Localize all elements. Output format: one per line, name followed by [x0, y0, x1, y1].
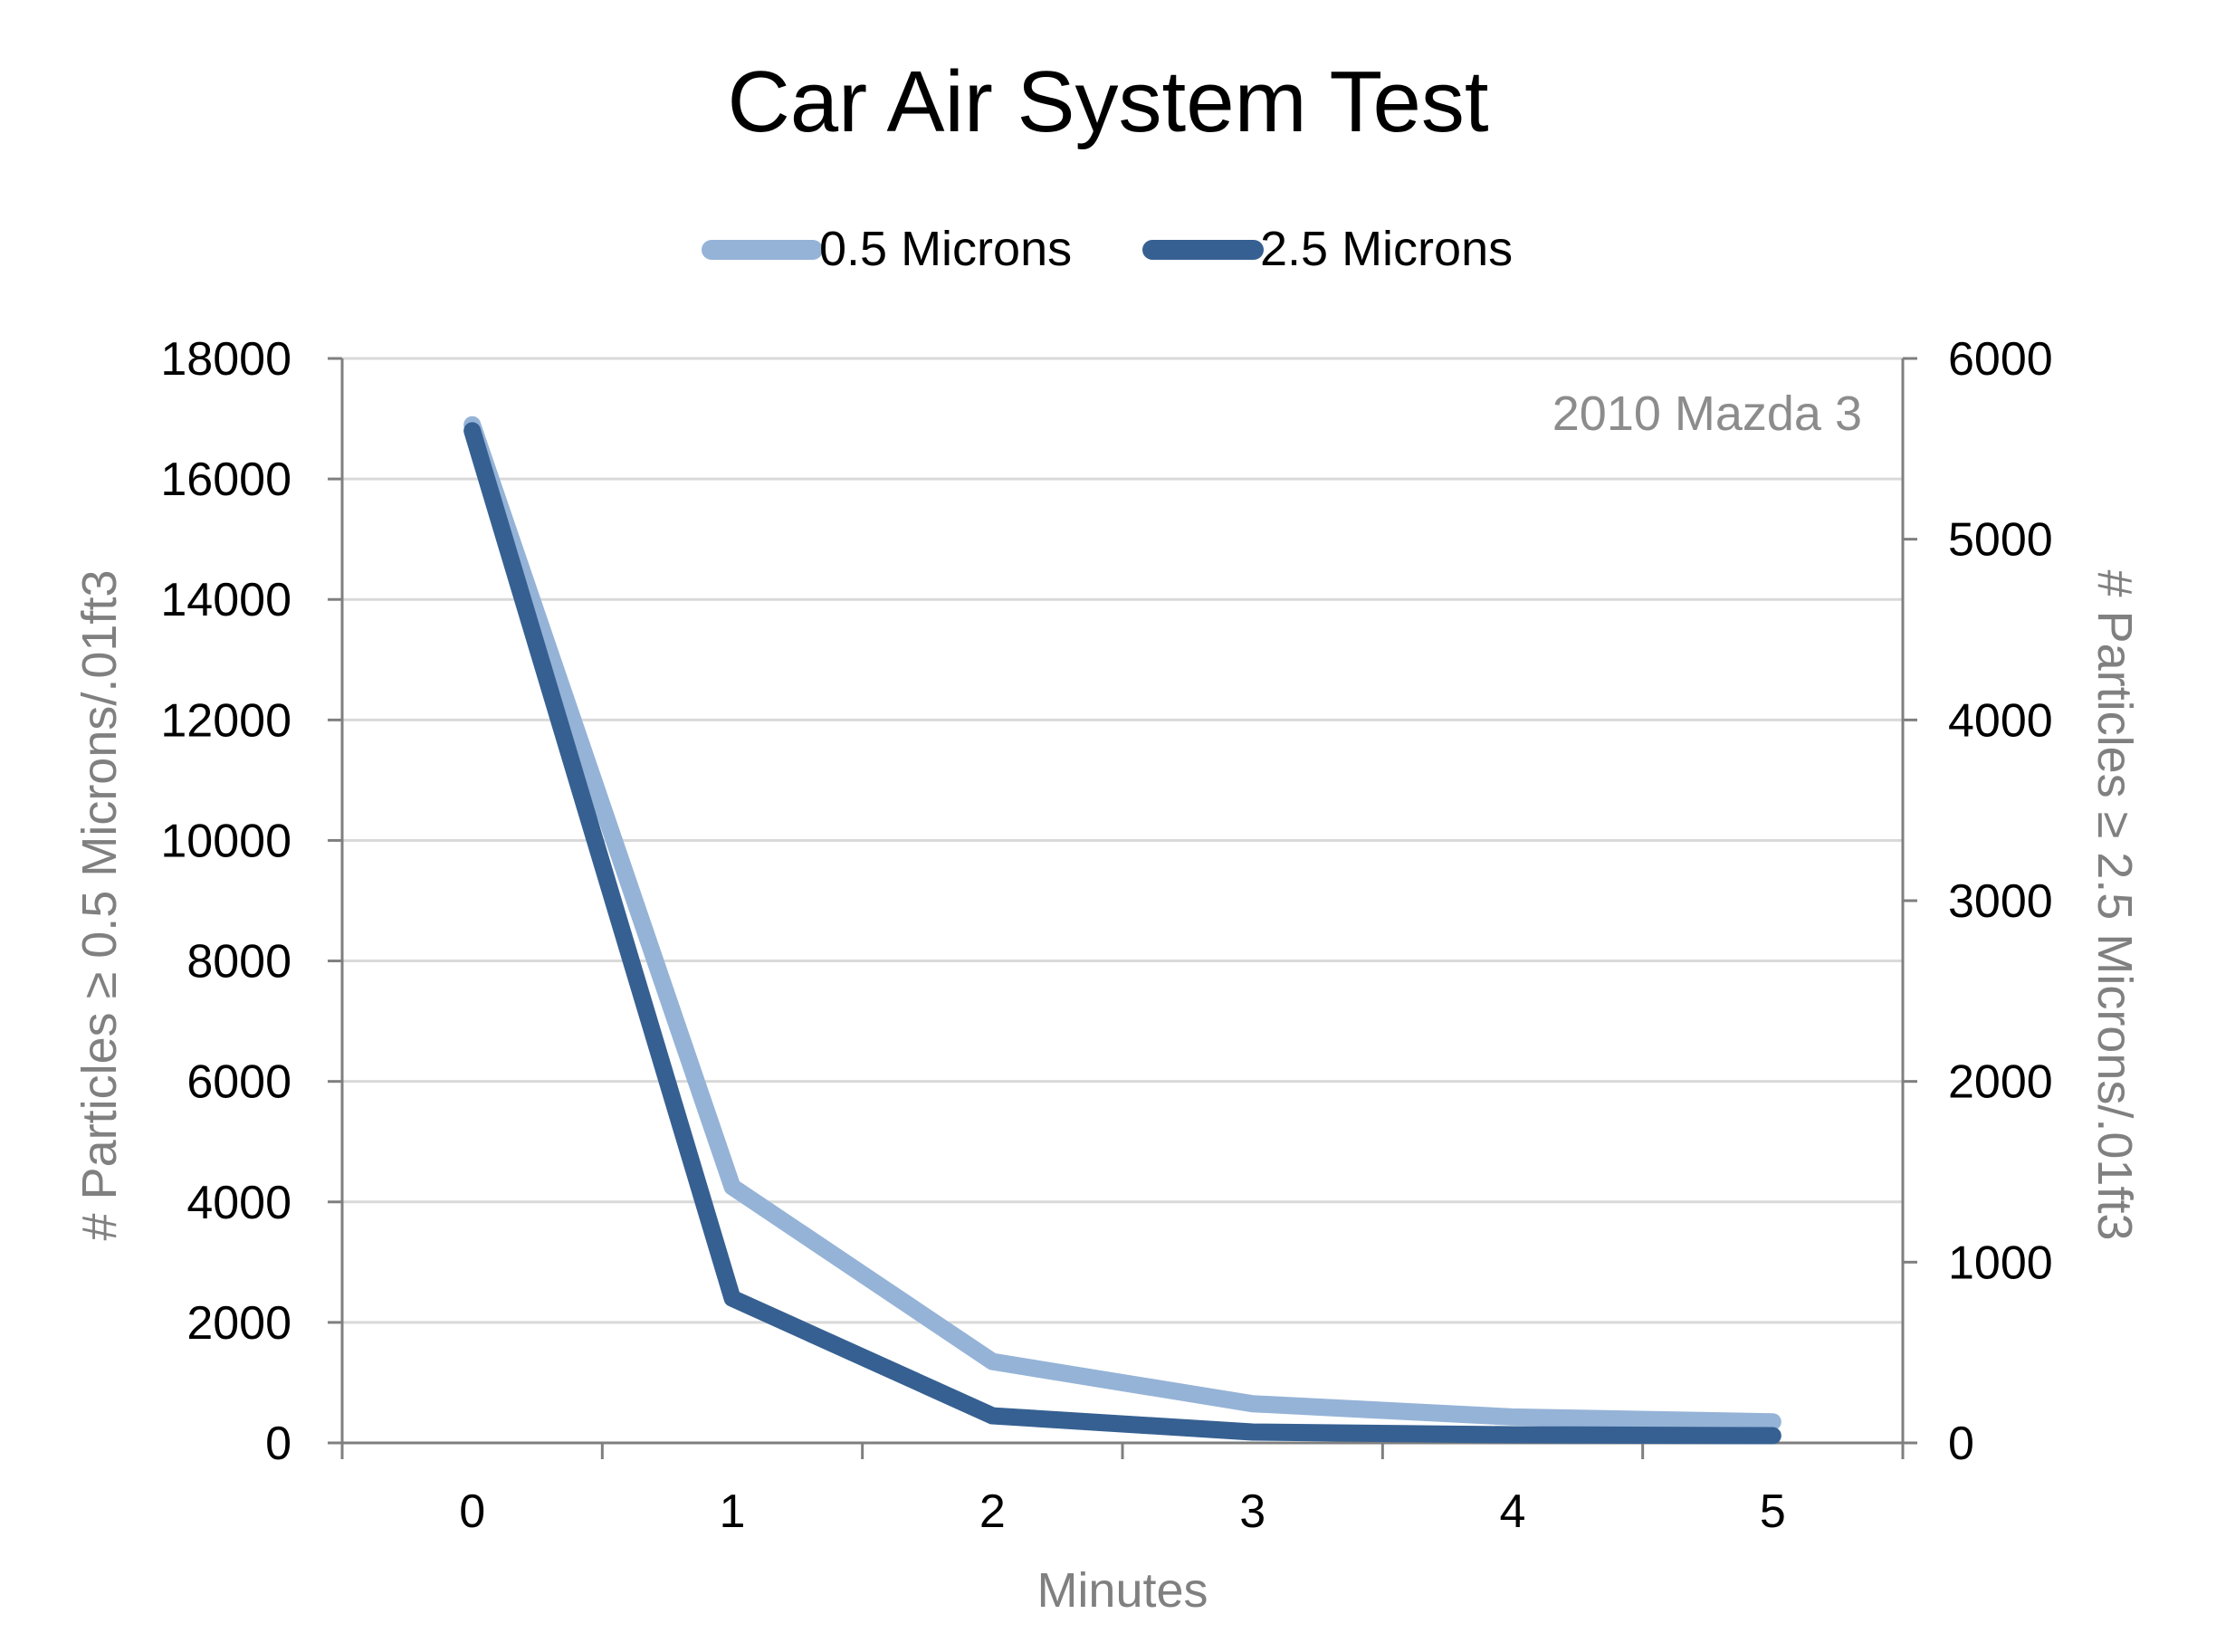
x-tick-label: 2 — [979, 1485, 1006, 1538]
y-tick-label-left: 14000 — [160, 574, 291, 626]
tick-labels: 0200040006000800010000120001400016000180… — [160, 333, 2052, 1538]
legend-label-series-1: 0.5 Microns — [819, 222, 1072, 276]
y-tick-label-right: 4000 — [1948, 694, 2053, 747]
legend-label-series-2: 2.5 Microns — [1260, 222, 1513, 276]
y-tick-label-left: 6000 — [186, 1056, 291, 1109]
y-tick-label-left: 2000 — [186, 1297, 291, 1350]
y-tick-label-right: 0 — [1948, 1418, 1974, 1470]
y-tick-label-left: 4000 — [186, 1177, 291, 1229]
series-line-1 — [463, 415, 1781, 1431]
y-tick-label-left: 0 — [265, 1418, 291, 1470]
y-tick-label-right: 6000 — [1948, 333, 2053, 386]
x-axis-title: Minutes — [1036, 1563, 1208, 1618]
y-tick-label-right: 2000 — [1948, 1056, 2053, 1109]
y-tick-label-left: 18000 — [160, 333, 291, 386]
y-tick-label-right: 5000 — [1948, 514, 2053, 567]
y-tick-label-left: 12000 — [160, 694, 291, 747]
axes — [328, 357, 1917, 1459]
x-tick-label: 3 — [1239, 1485, 1266, 1538]
y-tick-label-left: 8000 — [186, 936, 291, 988]
x-tick-label: 5 — [1760, 1485, 1786, 1538]
x-tick-label: 1 — [720, 1485, 746, 1538]
series-lines — [463, 415, 1781, 1445]
y-axis-left-title: # Particles ≥ 0.5 Microns/.01ft3 — [72, 570, 127, 1241]
y-tick-label-left: 10000 — [160, 815, 291, 867]
y-tick-label-right: 3000 — [1948, 875, 2053, 928]
chart-title: Car Air System Test — [727, 53, 1488, 150]
x-tick-label: 0 — [459, 1485, 485, 1538]
series-line-2 — [463, 422, 1781, 1445]
gridlines — [342, 357, 1903, 1324]
y-tick-label-left: 16000 — [160, 454, 291, 506]
y-tick-label-right: 1000 — [1948, 1237, 2053, 1289]
legend: 0.5 Microns 2.5 Microns — [702, 222, 1513, 276]
y-axis-right-title: # Particles ≥ 2.5 Microns/.01ft3 — [2087, 570, 2142, 1241]
chart-annotation: 2010 Mazda 3 — [1552, 387, 1862, 441]
x-tick-label: 4 — [1500, 1485, 1526, 1538]
